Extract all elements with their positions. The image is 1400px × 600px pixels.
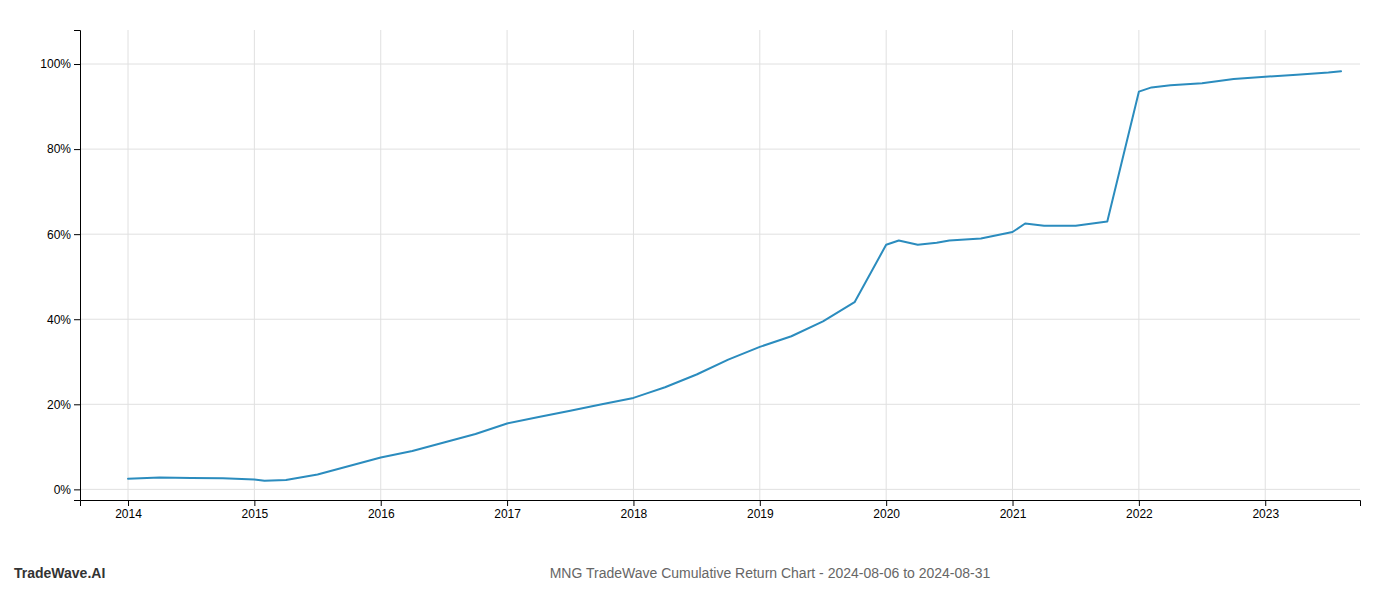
y-tick-mark xyxy=(74,489,80,490)
x-tick-mark xyxy=(1265,500,1266,506)
y-tick-mark xyxy=(74,404,80,405)
line xyxy=(128,71,1341,481)
grid-line-x xyxy=(128,30,129,500)
grid-line-x xyxy=(507,30,508,500)
grid-line-x xyxy=(380,30,381,500)
grid-line-y xyxy=(80,404,1360,405)
y-tick-mark xyxy=(74,149,80,150)
grid-line-x xyxy=(759,30,760,500)
grid-line-y xyxy=(80,64,1360,65)
x-tick-label: 2015 xyxy=(242,507,269,521)
grid-line-x xyxy=(254,30,255,500)
y-tick: 80% xyxy=(47,142,80,156)
x-tick-mark xyxy=(507,500,508,506)
x-tick-mark xyxy=(633,500,634,506)
grid-line-y xyxy=(80,319,1360,320)
grid-line-x xyxy=(1012,30,1013,500)
grid-line-y xyxy=(80,489,1360,490)
x-tick-mark xyxy=(254,500,255,506)
x-axis: 2014 2015 2016 2017 2018 2019 2020 2021 2022 2023 xyxy=(81,500,1361,521)
x-tick-label: 2023 xyxy=(1252,507,1279,521)
x-tick-label: 2016 xyxy=(368,507,395,521)
x-tick: 2014 xyxy=(115,500,142,521)
chart: 2014 2015 2016 2017 2018 2019 2020 2021 2022 2023… xyxy=(0,0,1400,600)
x-tick: 2017 xyxy=(494,500,521,521)
y-tick-label: 80% xyxy=(47,142,71,156)
x-tick-mark xyxy=(381,500,382,506)
grid xyxy=(80,30,1360,500)
y-tick-mark xyxy=(74,319,80,320)
grid-line-x xyxy=(1265,30,1266,500)
x-tick-label: 2018 xyxy=(621,507,648,521)
x-tick-mark xyxy=(886,500,887,506)
y-tick: 20% xyxy=(47,398,80,412)
x-tick-label: 2019 xyxy=(747,507,774,521)
x-tick-label: 2014 xyxy=(115,507,142,521)
x-tick: 2016 xyxy=(368,500,395,521)
x-tick-label: 2020 xyxy=(873,507,900,521)
grid-line-y xyxy=(80,234,1360,235)
y-tick-label: 40% xyxy=(47,313,71,327)
x-tick: 2019 xyxy=(747,500,774,521)
x-tick-mark xyxy=(1139,500,1140,506)
x-tick: 2020 xyxy=(873,500,900,521)
grid-line-x xyxy=(633,30,634,500)
x-tick-mark xyxy=(1013,500,1014,506)
y-axis: 0% 20% 40% 60% 80% 100% xyxy=(40,31,80,501)
grid-line-x xyxy=(886,30,887,500)
x-tick-label: 2021 xyxy=(1000,507,1027,521)
y-tick: 40% xyxy=(47,313,80,327)
title: MNG TradeWave Cumulative Return Chart - … xyxy=(550,565,991,581)
grid-line-y xyxy=(80,149,1360,150)
x-tick-mark xyxy=(128,500,129,506)
watermark: TradeWave.AI xyxy=(14,565,105,581)
x-tick: 2018 xyxy=(621,500,648,521)
x-axis-line xyxy=(81,501,1361,507)
plot-area xyxy=(128,71,1341,481)
texts: MNG TradeWave Cumulative Return Chart - … xyxy=(14,565,991,581)
x-tick: 2015 xyxy=(242,500,269,521)
x-tick-label: 2017 xyxy=(494,507,521,521)
x-tick: 2021 xyxy=(1000,500,1027,521)
y-axis-line xyxy=(74,31,81,501)
x-tick-label: 2022 xyxy=(1126,507,1153,521)
y-tick-label: 0% xyxy=(54,483,72,497)
y-tick: 0% xyxy=(54,483,80,497)
x-tick: 2023 xyxy=(1252,500,1279,521)
y-tick: 60% xyxy=(47,228,80,242)
grid-line-x xyxy=(1138,30,1139,500)
y-tick-label: 60% xyxy=(47,228,71,242)
x-tick-mark xyxy=(760,500,761,506)
y-tick-label: 100% xyxy=(40,57,71,71)
y-tick-mark xyxy=(74,234,80,235)
y-tick-mark xyxy=(74,64,80,65)
y-tick: 100% xyxy=(40,57,80,71)
y-tick-label: 20% xyxy=(47,398,71,412)
x-tick: 2022 xyxy=(1126,500,1153,521)
